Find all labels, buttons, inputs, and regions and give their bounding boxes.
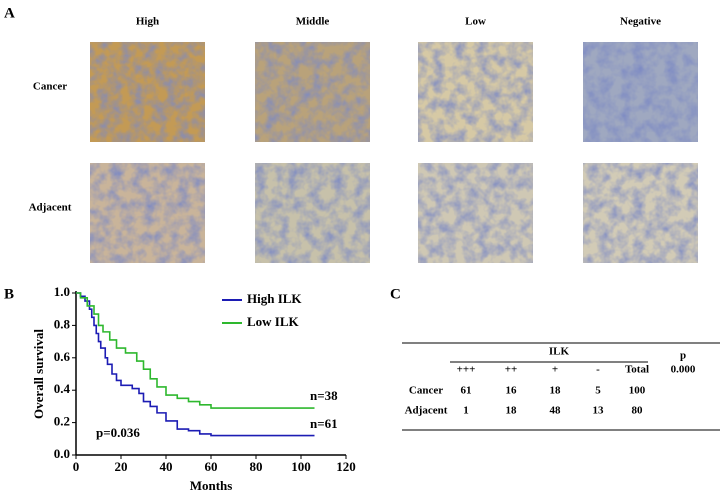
y-tick-label: 0.8: [54, 316, 71, 331]
table-cell: 80: [632, 405, 644, 417]
table-row-label: Cancer: [409, 385, 443, 397]
column-header: Middle: [296, 16, 330, 28]
histology-texture: [418, 163, 533, 263]
table-header: +++: [457, 364, 476, 376]
table-cell: 48: [550, 405, 562, 417]
y-tick-label: 0.0: [54, 446, 70, 461]
table-cell: 18: [506, 405, 518, 417]
y-axis-label: Overall survival: [31, 329, 46, 419]
x-tick-label: 80: [250, 459, 263, 474]
column-header: Negative: [620, 16, 661, 28]
annotation: n=38: [310, 388, 338, 403]
column-header: Low: [465, 16, 486, 28]
histology-texture: [90, 163, 205, 263]
table-cell: 100: [629, 385, 646, 397]
x-tick-label: 0: [73, 459, 80, 474]
histology-texture: [255, 42, 370, 142]
survival-curve: [76, 292, 315, 409]
table-header: -: [596, 364, 600, 376]
y-tick-label: 0.6: [54, 349, 71, 364]
panel-label: B: [4, 286, 14, 302]
table-cell: 0.000: [671, 364, 696, 376]
panel-label: C: [390, 286, 401, 302]
row-label: Cancer: [33, 81, 67, 93]
table-header: ++: [505, 364, 518, 376]
table-cell: 18: [550, 385, 562, 397]
table-header: p: [680, 350, 686, 362]
legend-label: High ILK: [247, 291, 302, 306]
row-label: Adjacent: [29, 202, 72, 214]
annotation: p=0.036: [96, 425, 140, 440]
column-header: High: [136, 16, 159, 28]
survival-curve: [76, 292, 315, 437]
y-tick-label: 1.0: [54, 284, 70, 299]
table-cell: 16: [506, 385, 518, 397]
table-group-header: ILK: [549, 346, 570, 358]
table-cell: 61: [461, 385, 472, 397]
table-cell: 5: [595, 385, 601, 397]
x-tick-label: 100: [291, 459, 311, 474]
x-tick-label: 40: [160, 459, 173, 474]
table-row-label: Adjacent: [405, 405, 448, 417]
histology-texture: [583, 163, 698, 263]
y-tick-label: 0.2: [54, 414, 70, 429]
table-header: +: [552, 364, 558, 376]
panel-label: A: [4, 5, 15, 21]
histology-texture: [255, 163, 370, 263]
x-axis-label: Months: [190, 478, 233, 493]
x-tick-label: 120: [336, 459, 356, 474]
table-header: Total: [625, 364, 649, 376]
legend-label: Low ILK: [247, 314, 300, 329]
annotation: n=61: [310, 416, 338, 431]
histology-texture: [90, 42, 205, 142]
table-cell: 1: [463, 405, 469, 417]
histology-texture: [583, 42, 698, 142]
table-cell: 13: [593, 405, 605, 417]
x-tick-label: 20: [115, 459, 128, 474]
y-tick-label: 0.4: [54, 381, 71, 396]
x-tick-label: 60: [205, 459, 218, 474]
histology-texture: [418, 42, 533, 142]
